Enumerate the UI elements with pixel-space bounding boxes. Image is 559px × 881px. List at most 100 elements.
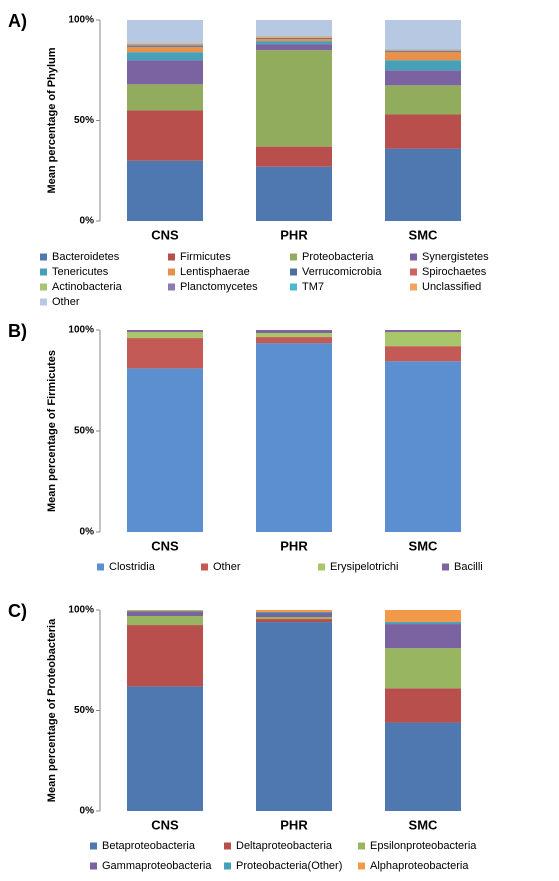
y-tick-label: 100% [68, 325, 94, 336]
bar-segment [127, 160, 203, 221]
x-tick-label: CNS [151, 538, 179, 553]
bar-segment [127, 45, 203, 47]
legend-label: Verrucomicrobia [302, 266, 382, 278]
y-tick-label: 100% [68, 605, 94, 616]
bar-segment [385, 50, 461, 51]
bar-segment [385, 60, 461, 71]
panel-label: B) [8, 321, 27, 341]
bar-segment [385, 330, 461, 333]
bar-segment [127, 52, 203, 61]
legend-swatch [40, 283, 47, 291]
y-axis-label: Mean percentage of Proteobacteria [46, 618, 58, 802]
bar-segment [385, 148, 461, 221]
legend-swatch [442, 563, 449, 571]
x-tick-label: CNS [151, 227, 179, 242]
bar-segment [256, 622, 332, 811]
y-tick-label: 0% [80, 216, 95, 227]
bar-segment [127, 60, 203, 85]
x-tick-label: PHR [280, 538, 308, 553]
legend-swatch [168, 283, 175, 291]
bar-segment [256, 36, 332, 38]
legend-label: Clostridia [109, 561, 156, 573]
panel-label: C) [8, 601, 27, 621]
bar-segment [127, 686, 203, 811]
bar-segment [127, 110, 203, 161]
bar-segment [256, 37, 332, 39]
bar-segment [127, 610, 203, 612]
legend-label: Tenericutes [52, 266, 109, 278]
legend-swatch [40, 268, 47, 276]
legend-label: Planctomycetes [180, 281, 258, 293]
legend-swatch [97, 563, 104, 571]
bar-segment [385, 688, 461, 723]
legend-label: Bacteroidetes [52, 251, 120, 263]
bar-segment [256, 330, 332, 334]
bar-segment [385, 332, 461, 347]
legend-label: Synergistetes [422, 251, 489, 263]
legend-swatch [290, 268, 297, 276]
legend-label: Gammaproteobacteria [102, 860, 212, 872]
y-tick-label: 50% [74, 426, 94, 437]
bar-segment [385, 648, 461, 689]
bar-segment [127, 611, 203, 613]
bar-segment [256, 146, 332, 167]
bar-segment [256, 50, 332, 147]
bar-segment [127, 44, 203, 46]
bar-segment [127, 612, 203, 617]
bar-segment [256, 39, 332, 42]
bar-segment [127, 338, 203, 369]
legend-label: Proteobacteria(Other) [236, 860, 342, 872]
y-axis-label: Mean percentage of Firmicutes [46, 350, 58, 512]
bar-segment [385, 51, 461, 53]
legend-label: Firmicutes [180, 251, 231, 263]
panel-label: A) [8, 11, 27, 31]
bar-segment [256, 610, 332, 613]
bar-segment [256, 44, 332, 51]
legend-swatch [410, 283, 417, 291]
legend-swatch [290, 283, 297, 291]
legend-label: Bacilli [454, 561, 483, 573]
bar-segment [385, 346, 461, 362]
bar-segment [127, 20, 203, 44]
legend-label: Betaproteobacteria [102, 840, 196, 852]
bar-segment [127, 332, 203, 339]
legend-swatch [201, 563, 208, 571]
y-tick-label: 100% [68, 15, 94, 26]
bar-segment [127, 46, 203, 48]
x-tick-label: SMC [409, 538, 439, 553]
legend-swatch [90, 842, 97, 850]
bar-segment [256, 38, 332, 40]
bar-segment [256, 613, 332, 618]
bar-segment [127, 368, 203, 532]
legend-swatch [40, 298, 47, 306]
legend-label: Unclassified [422, 281, 481, 293]
legend-label: Epsilonproteobacteria [370, 840, 477, 852]
legend-swatch [90, 862, 97, 870]
legend-swatch [224, 842, 231, 850]
legend-swatch [410, 253, 417, 261]
bar-segment [385, 114, 461, 149]
x-tick-label: PHR [280, 227, 308, 242]
bar-segment [256, 333, 332, 338]
legend-swatch [410, 268, 417, 276]
legend-swatch [358, 862, 365, 870]
y-tick-label: 0% [80, 527, 95, 538]
bar-segment [385, 624, 461, 649]
legend-label: Spirochaetes [422, 266, 487, 278]
legend-swatch [168, 253, 175, 261]
bar-segment [385, 610, 461, 623]
y-axis-label: Mean percentage of Phylum [46, 47, 58, 193]
bar-segment [256, 337, 332, 344]
bar-segment [385, 361, 461, 532]
bar-segment [256, 612, 332, 614]
x-tick-label: SMC [409, 227, 439, 242]
bar-segment [256, 166, 332, 221]
legend-label: Actinobacteria [52, 281, 123, 293]
bar-segment [385, 52, 461, 61]
bar-segment [385, 20, 461, 50]
bar-segment [385, 722, 461, 811]
legend-label: Lentisphaerae [180, 266, 250, 278]
bar-segment [127, 84, 203, 111]
bar-segment [385, 622, 461, 625]
